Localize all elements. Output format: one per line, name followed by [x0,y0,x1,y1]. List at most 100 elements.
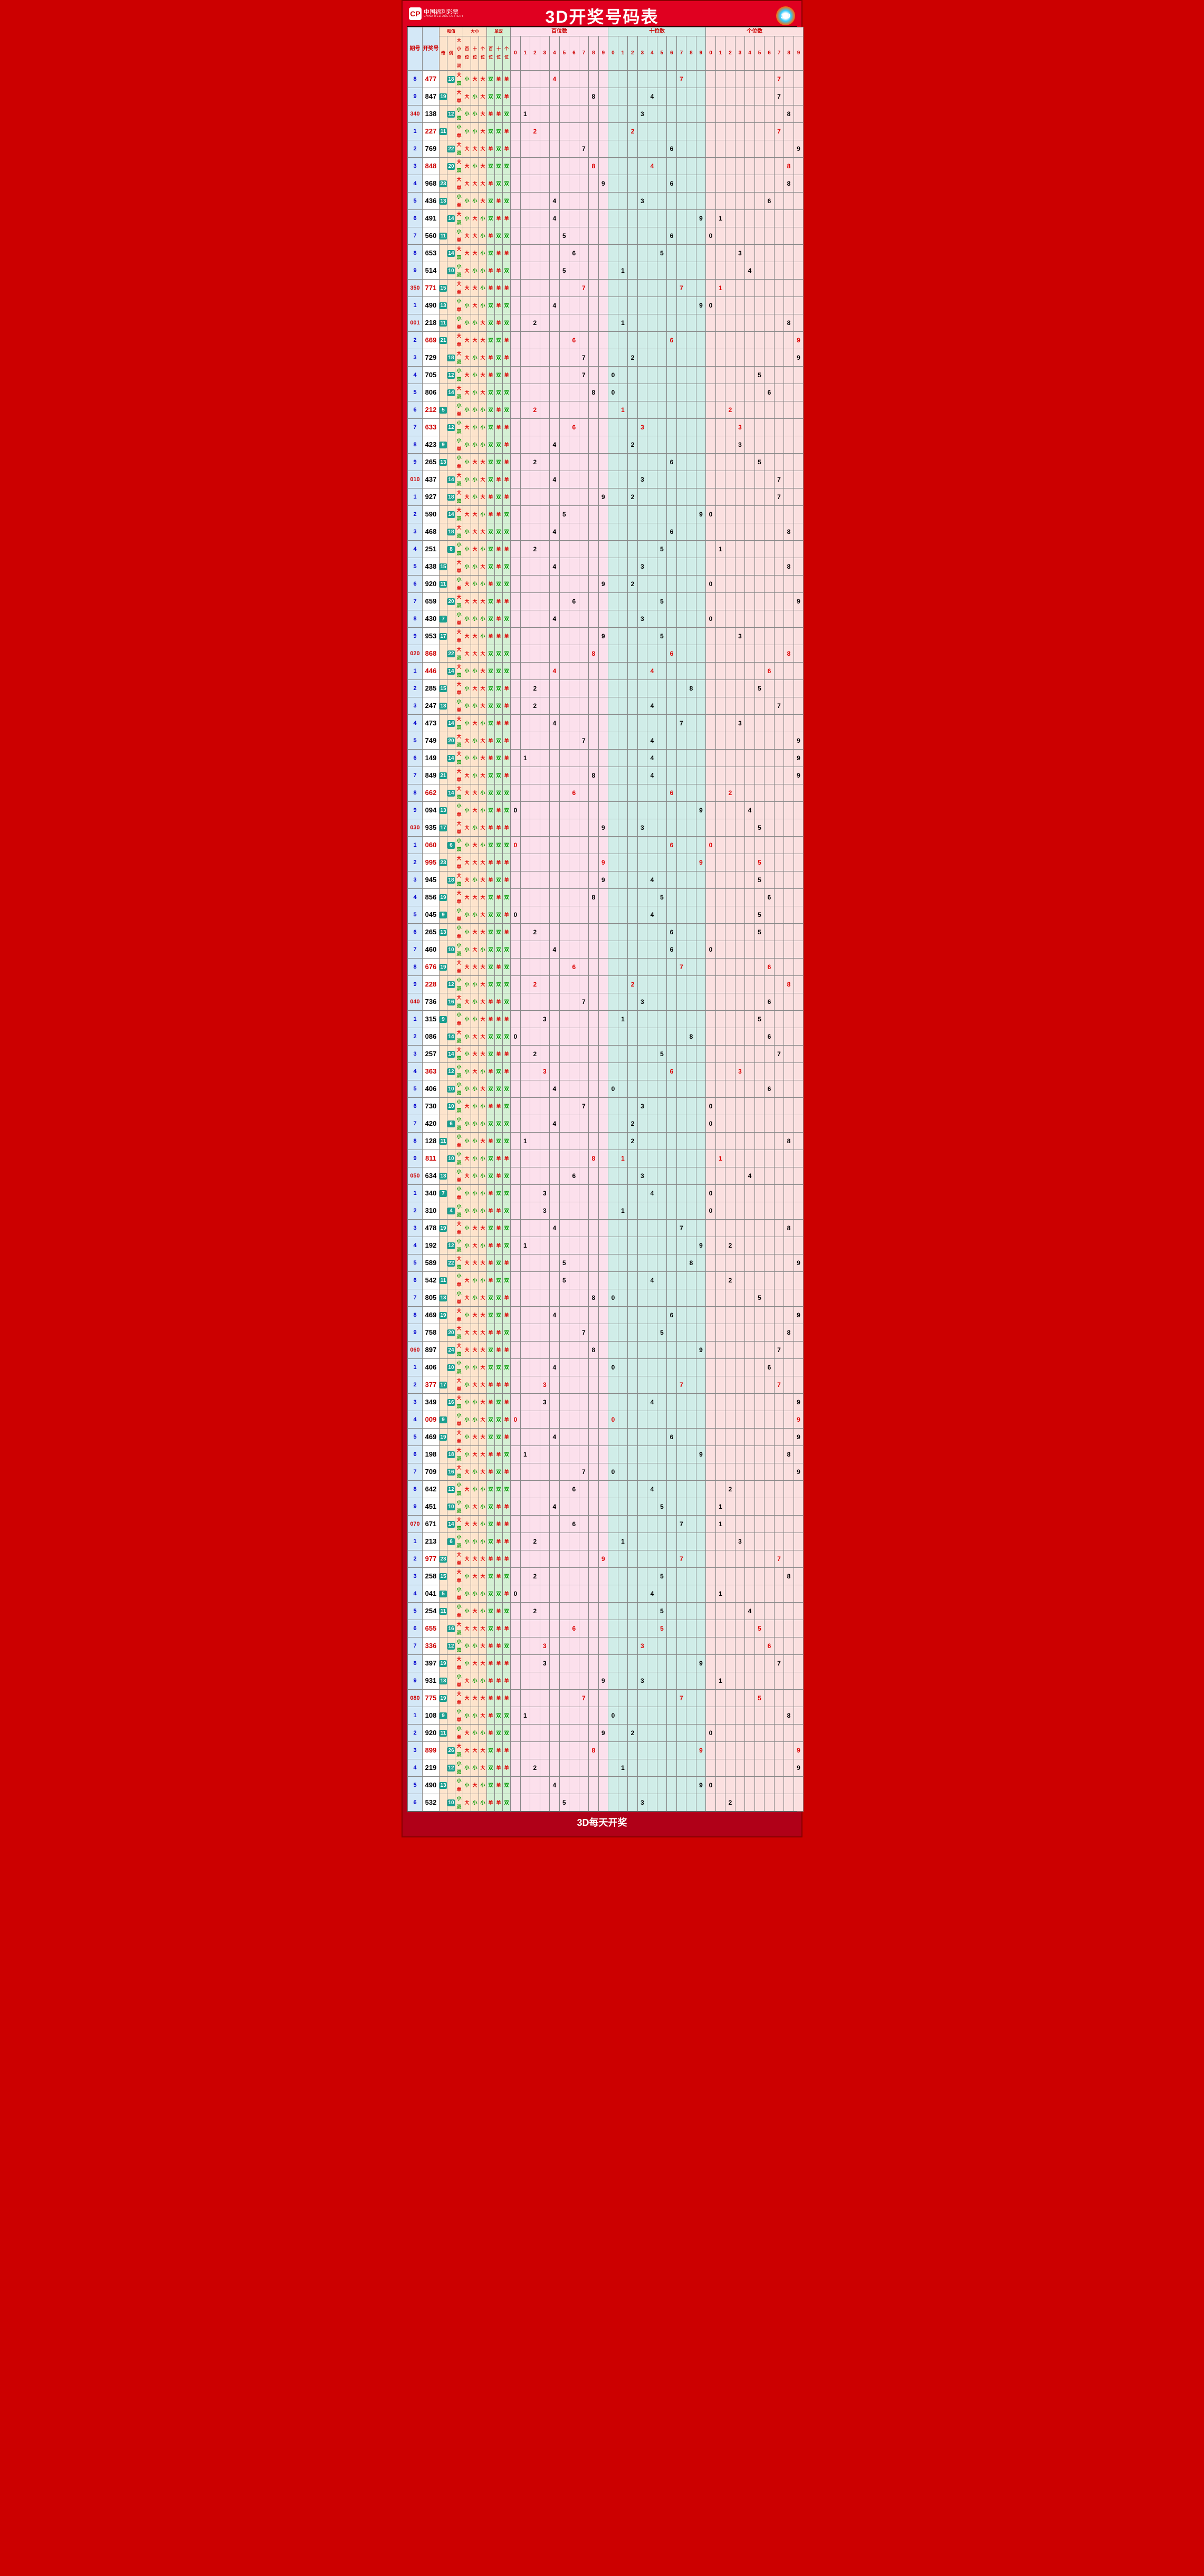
table-row: 74206小双小小小双双双420 [408,1115,804,1133]
cell-trend [657,1115,667,1133]
cell-trend [745,872,755,889]
cell-trend [676,193,686,210]
cell-trend [696,245,706,262]
cell-trend [784,262,794,280]
cell-trend: 6 [569,332,579,349]
cell-trend [569,889,579,906]
cell-trend [530,819,540,837]
cell-trend [511,506,521,523]
cell-trend [745,1098,755,1115]
cell-sum-odd [439,349,447,367]
cell-trend [637,1777,647,1794]
cell-trend [618,1342,628,1359]
cell-trend [520,1394,530,1411]
cell-trend [735,767,745,784]
cell-trend [618,715,628,732]
cell-trend: 5 [559,506,569,523]
cell-trend [559,959,569,976]
cell-trend [676,1255,686,1272]
cell-trend: 1 [520,1446,530,1463]
cell-trend [735,732,745,750]
cell-oddeven: 双 [487,1759,495,1777]
table-row: 733612小双小小大单单双336 [408,1637,804,1655]
cell-trend [784,419,794,436]
cell-period: 1 [408,663,423,680]
cell-sum-ind: 大双 [455,784,463,802]
cell-winning-number: 336 [423,1637,439,1655]
cell-trend [589,471,599,489]
cell-trend: 4 [745,1603,755,1620]
cell-trend [725,1585,735,1603]
cell-size: 小 [463,1411,471,1429]
cell-trend [745,1429,755,1446]
cell-trend [540,123,550,140]
cell-trend [745,297,755,314]
cell-trend [745,1742,755,1759]
cell-trend [628,1289,638,1307]
cell-trend [735,1133,745,1150]
cell-trend [540,941,550,959]
cell-trend [765,1429,775,1446]
cell-trend [637,750,647,767]
cell-sum-odd: 21 [439,332,447,349]
cell-size: 小 [471,1359,479,1376]
cell-trend: 8 [589,88,599,106]
cell-trend [647,889,657,906]
cell-trend [735,819,745,837]
cell-trend [745,1498,755,1516]
cell-trend: 8 [784,314,794,332]
cell-trend [550,1098,560,1115]
cell-trend [774,1063,784,1080]
cell-trend [511,558,521,576]
cell-trend: 2 [530,697,540,715]
cell-trend: 4 [550,715,560,732]
cell-trend [589,1516,599,1533]
cell-oddeven: 单 [487,175,495,193]
cell-trend [598,1289,608,1307]
cell-trend: 2 [530,1568,540,1585]
cell-trend [676,750,686,767]
cell-trend [569,610,579,628]
cell-trend [667,1080,677,1098]
cell-trend [794,680,804,697]
cell-sum-even [447,680,455,697]
cell-trend [784,1603,794,1620]
cell-trend [794,802,804,819]
cell-trend [618,140,628,158]
cell-trend: 3 [540,1394,550,1411]
cell-sum-even [447,1429,455,1446]
cell-trend [715,837,725,854]
cell-trend [774,558,784,576]
cell-period: 5 [408,1080,423,1098]
cell-trend [686,976,696,993]
cell-oddeven: 双 [495,140,503,158]
cell-trend [520,506,530,523]
cell-trend [618,680,628,697]
cell-trend [696,576,706,593]
cell-trend [686,436,696,454]
cell-sum-odd: 17 [439,819,447,837]
cell-oddeven: 双 [487,88,495,106]
cell-trend [706,106,716,123]
cell-trend [667,349,677,367]
cell-trend [598,1568,608,1585]
cell-trend [735,993,745,1011]
cell-trend [628,1655,638,1672]
cell-trend [647,593,657,610]
cell-trend [550,837,560,854]
cell-trend [598,332,608,349]
cell-trend: 4 [647,767,657,784]
cell-trend [676,906,686,924]
cell-trend [608,506,618,523]
cell-trend [765,1202,775,1220]
cell-trend [725,1603,735,1620]
cell-trend [530,872,540,889]
cell-trend [765,1777,775,1794]
cell-winning-number: 771 [423,280,439,297]
cell-trend [657,610,667,628]
cell-trend [628,1167,638,1185]
table-row: 228515大单小大大双双单285 [408,680,804,697]
cell-sum-ind: 小单 [455,436,463,454]
cell-sum-odd [439,210,447,227]
cell-period: 8 [408,1133,423,1150]
